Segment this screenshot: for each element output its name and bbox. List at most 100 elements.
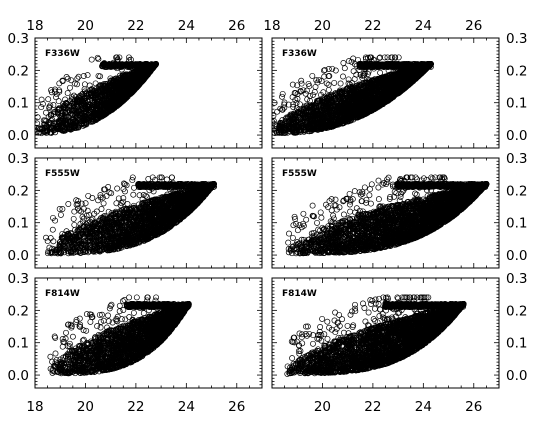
data-point <box>323 95 330 102</box>
data-point <box>124 84 131 91</box>
data-point <box>132 82 139 89</box>
outlier-point <box>51 88 58 95</box>
data-point <box>104 99 111 106</box>
data-point <box>91 111 98 118</box>
data-point <box>85 101 92 108</box>
data-point <box>62 104 69 111</box>
outlier-point <box>68 77 75 84</box>
data-point <box>324 101 331 108</box>
outlier-point <box>43 109 49 116</box>
data-point <box>114 82 120 89</box>
data-point <box>72 117 79 124</box>
data-point <box>322 114 328 121</box>
data-point <box>106 82 113 89</box>
tick-marks <box>34 37 263 149</box>
data-point <box>143 71 150 77</box>
data-point <box>152 61 159 68</box>
data-point <box>111 62 118 69</box>
data-point <box>367 80 374 87</box>
outlier-point <box>48 87 55 94</box>
data-point <box>128 76 135 83</box>
outlier-point <box>71 80 78 87</box>
outlier-point <box>53 94 59 101</box>
outlier-point <box>62 96 69 103</box>
data-point <box>61 128 67 135</box>
data-point <box>73 109 80 116</box>
data-point <box>359 90 366 97</box>
data-point <box>301 128 308 135</box>
data-point <box>88 86 95 93</box>
data-point <box>51 120 58 127</box>
data-point <box>366 96 373 103</box>
data-point <box>47 112 54 119</box>
data-point <box>150 62 157 68</box>
outlier-point <box>47 102 54 109</box>
data-point <box>81 95 88 102</box>
data-point <box>331 117 338 124</box>
data-point <box>62 115 68 122</box>
outlier-point <box>55 98 62 105</box>
outlier-point <box>38 104 45 111</box>
data-point <box>133 73 140 80</box>
outlier-point <box>92 80 99 87</box>
data-point <box>289 113 296 119</box>
data-point <box>41 117 48 124</box>
data-point <box>44 129 51 136</box>
data-point <box>40 124 47 131</box>
data-points <box>35 54 160 137</box>
data-point <box>130 69 136 76</box>
data-point <box>316 119 323 126</box>
data-point <box>108 92 115 99</box>
data-point <box>62 112 69 119</box>
data-point <box>76 98 83 105</box>
data-point <box>313 107 320 114</box>
outlier-point <box>81 88 88 95</box>
outlier-point <box>116 72 123 79</box>
data-point <box>90 118 97 125</box>
data-point <box>78 102 85 109</box>
outlier-point <box>59 77 66 84</box>
data-point <box>135 63 141 70</box>
outlier-point <box>75 73 82 80</box>
data-point <box>54 110 61 117</box>
data-point <box>106 62 112 69</box>
data-point <box>116 87 123 94</box>
data-point <box>121 89 128 96</box>
data-point <box>315 111 322 118</box>
data-point <box>103 81 110 88</box>
data-point <box>99 84 106 91</box>
data-point <box>73 106 80 113</box>
data-point <box>330 101 337 108</box>
data-point <box>105 102 111 108</box>
data-point <box>121 93 128 100</box>
outlier-point <box>123 71 129 78</box>
data-point <box>63 100 69 107</box>
data-point <box>50 124 57 131</box>
data-point <box>311 124 318 131</box>
data-point <box>56 125 63 132</box>
outlier-point <box>39 101 46 107</box>
data-point <box>130 72 137 79</box>
outlier-point <box>67 84 73 91</box>
data-point <box>339 120 346 127</box>
outlier-point <box>45 96 52 103</box>
data-points <box>272 54 434 137</box>
data-point <box>142 61 149 67</box>
outlier-point <box>50 102 57 108</box>
data-point <box>130 63 137 70</box>
outlier-point <box>38 96 45 103</box>
data-point <box>105 105 112 112</box>
data-point <box>298 122 305 129</box>
data-point <box>39 125 46 132</box>
data-point <box>79 118 86 125</box>
data-point <box>134 79 141 85</box>
data-point <box>106 86 113 93</box>
data-point <box>119 62 126 69</box>
data-point <box>134 78 141 84</box>
outlier-point <box>113 54 120 61</box>
data-point <box>127 63 134 70</box>
scatter-panel: F336W <box>271 37 500 149</box>
panel-label: F336W <box>45 49 80 59</box>
